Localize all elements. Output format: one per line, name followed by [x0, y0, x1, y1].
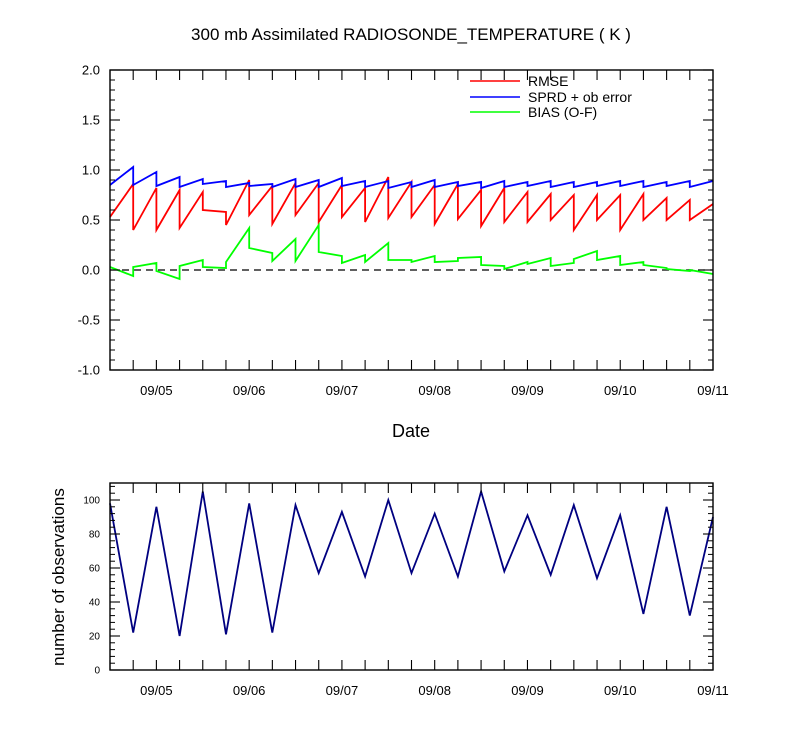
y-axis-label-observations: number of observations [49, 488, 68, 666]
x-tick-label: 09/08 [418, 383, 451, 398]
x-tick-label: 09/10 [604, 383, 637, 398]
bottom-panel-series [109, 488, 714, 637]
x-tick-label: 09/05 [140, 683, 173, 698]
x-axis-label: Date [392, 421, 430, 441]
top-panel-series [109, 165, 714, 281]
series-line-bias-o-f- [109, 221, 714, 281]
y-tick-label: -1.0 [78, 363, 100, 378]
x-tick-label: 09/07 [326, 383, 359, 398]
series-line-sprd-ob-error [109, 165, 714, 190]
x-tick-label: 09/09 [511, 683, 544, 698]
top-panel-ticks [109, 69, 714, 371]
y-tick-label: 0.5 [82, 213, 100, 228]
y-tick-label: 1.0 [82, 163, 100, 178]
y-tick-label: 40 [89, 598, 101, 609]
x-tick-label: 09/10 [604, 683, 637, 698]
x-tick-label: 09/07 [326, 683, 359, 698]
x-tick-label: 09/09 [511, 383, 544, 398]
top-panel-frame [109, 69, 714, 371]
x-tick-label: 09/11 [697, 383, 729, 398]
x-tick-label: 09/06 [233, 683, 266, 698]
chart-title: 300 mb Assimilated RADIOSONDE_TEMPERATUR… [191, 25, 631, 44]
legend: RMSE SPRD + ob error BIAS (O-F) [470, 73, 632, 120]
y-tick-label: 80 [89, 530, 101, 541]
top-panel-tick-labels: 2.0 1.5 1.0 0.5 0.0 -0.5 -1.0 09/05 09/06 09/07 09… [78, 63, 729, 398]
y-tick-label: 20 [89, 632, 101, 643]
x-tick-label: 09/11 [697, 683, 729, 698]
y-tick-label: 2.0 [82, 63, 100, 78]
y-tick-label: -0.5 [78, 313, 100, 328]
series-line-observations [109, 488, 714, 637]
y-tick-label: 0 [94, 666, 100, 677]
legend-label-rmse: RMSE [528, 73, 568, 89]
x-tick-label: 09/08 [418, 683, 451, 698]
y-tick-label: 100 [83, 496, 100, 507]
y-tick-label: 1.5 [82, 113, 100, 128]
legend-label-sprd: SPRD + ob error [528, 89, 632, 105]
y-tick-label: 60 [89, 564, 101, 575]
x-tick-label: 09/05 [140, 383, 173, 398]
bottom-panel-frame [109, 482, 714, 671]
bottom-panel-tick-labels: 0 20 40 60 80 100 09/05 09/06 09/07 09/08 09/09 09/… [83, 496, 728, 698]
series-line-rmse [109, 176, 714, 234]
x-tick-label: 09/06 [233, 383, 266, 398]
legend-label-bias: BIAS (O-F) [528, 104, 597, 120]
y-tick-label: 0.0 [82, 263, 100, 278]
